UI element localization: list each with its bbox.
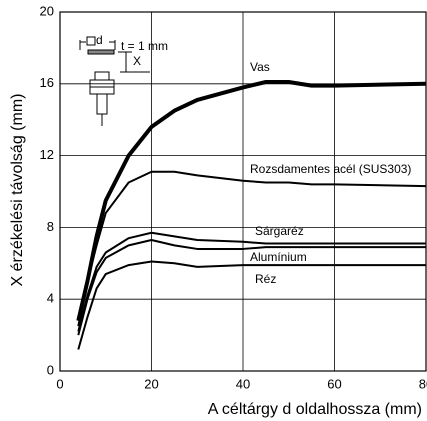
y-tick-label: 0 bbox=[47, 362, 54, 377]
y-tick-label: 12 bbox=[40, 147, 54, 162]
y-tick-label: 16 bbox=[40, 75, 54, 90]
x-tick-label: 40 bbox=[236, 376, 250, 391]
inset-t: t = 1 mm bbox=[121, 39, 168, 53]
y-tick-label: 4 bbox=[47, 291, 54, 306]
y-tick-label: 20 bbox=[40, 3, 54, 18]
plot-frame bbox=[59, 11, 427, 372]
series-line bbox=[76, 80, 427, 322]
series-label: Sárgaréz bbox=[255, 224, 304, 238]
series-line bbox=[77, 238, 426, 336]
series-line bbox=[77, 260, 426, 350]
y-tick-label: 8 bbox=[47, 219, 54, 234]
plot: 0 4 8 12 16 20 0 20 40 60 80 Vas Rozsdamentes acél (… bbox=[40, 3, 427, 391]
inset-x: X bbox=[133, 54, 141, 68]
series-line bbox=[77, 170, 427, 327]
series-label: Réz bbox=[255, 272, 276, 286]
series-label: Vas bbox=[250, 60, 270, 74]
series-label: Rozsdamentes acél (SUS303) bbox=[250, 162, 411, 176]
x-tick-label: 80 bbox=[419, 376, 427, 391]
series-line bbox=[77, 231, 426, 332]
x-tick-label: 20 bbox=[144, 376, 158, 391]
inset-d: d bbox=[96, 33, 103, 47]
series-label: Alumínium bbox=[250, 250, 307, 264]
x-axis-label: A céltárgy d oldalhossza (mm) bbox=[208, 401, 422, 418]
y-axis-label: X érzékelési távolság (mm) bbox=[9, 94, 26, 287]
x-tick-label: 0 bbox=[56, 376, 63, 391]
x-tick-label: 60 bbox=[327, 376, 341, 391]
inset-diagram bbox=[79, 36, 150, 126]
